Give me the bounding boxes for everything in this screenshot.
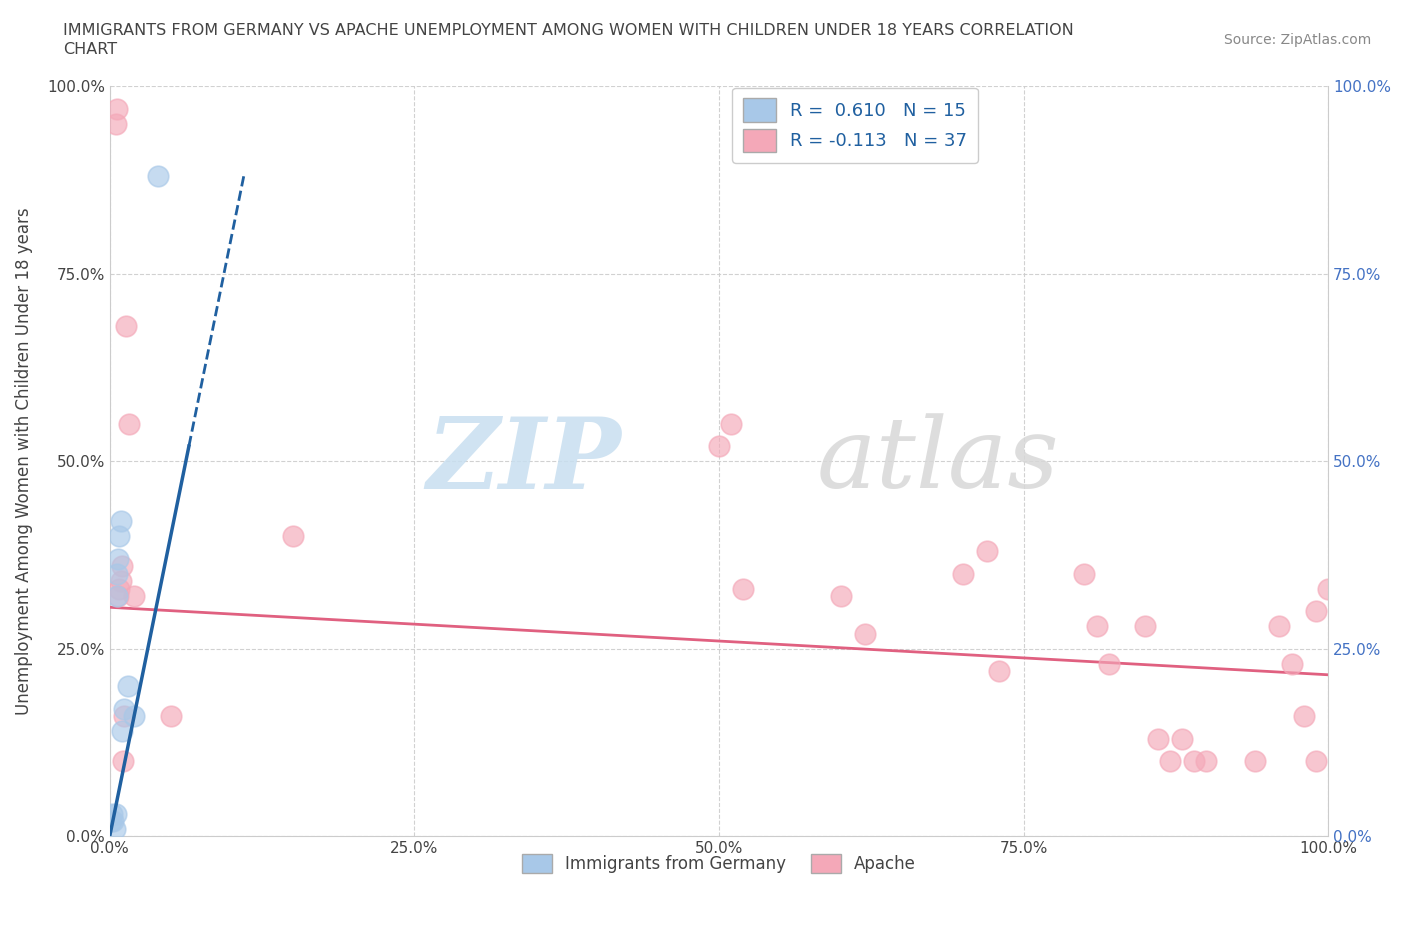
Point [1268, 618, 1291, 633]
Point [1317, 581, 1340, 596]
Point [952, 566, 974, 581]
Text: ZIP: ZIP [426, 413, 621, 510]
Point [105, 589, 128, 604]
Legend: Immigrants from Germany, Apache: Immigrants from Germany, Apache [515, 847, 922, 880]
Point [112, 709, 135, 724]
Y-axis label: Unemployment Among Women with Children Under 18 years: Unemployment Among Women with Children U… [15, 207, 32, 715]
Text: IMMIGRANTS FROM GERMANY VS APACHE UNEMPLOYMENT AMONG WOMEN WITH CHILDREN UNDER 1: IMMIGRANTS FROM GERMANY VS APACHE UNEMPL… [63, 23, 1074, 38]
Point [104, 821, 127, 836]
Point [1073, 566, 1095, 581]
Point [707, 439, 730, 454]
Point [733, 581, 755, 596]
Point [122, 709, 145, 724]
Point [111, 724, 134, 738]
Point [1135, 618, 1157, 633]
Point [1244, 753, 1267, 768]
Point [110, 574, 132, 589]
Point [108, 528, 131, 543]
Point [105, 101, 128, 116]
Point [1281, 656, 1303, 671]
Point [110, 513, 132, 528]
Point [1146, 731, 1168, 746]
Point [112, 701, 135, 716]
Point [111, 559, 134, 574]
Point [148, 168, 170, 183]
Point [853, 626, 876, 641]
Point [117, 679, 139, 694]
Point [100, 814, 122, 829]
Text: atlas: atlas [817, 414, 1059, 509]
Point [720, 416, 742, 431]
Point [159, 709, 181, 724]
Point [1305, 753, 1327, 768]
Point [1195, 753, 1218, 768]
Point [976, 544, 998, 559]
Point [107, 589, 129, 604]
Point [1171, 731, 1194, 746]
Point [1305, 604, 1327, 618]
Point [112, 753, 135, 768]
Point [1292, 709, 1315, 724]
Point [104, 116, 127, 131]
Point [107, 551, 129, 566]
Point [114, 319, 136, 334]
Point [103, 814, 125, 829]
Point [830, 589, 852, 604]
Point [105, 566, 128, 581]
Point [118, 416, 141, 431]
Point [122, 589, 145, 604]
Point [1159, 753, 1181, 768]
Point [108, 581, 131, 596]
Text: CHART: CHART [63, 42, 117, 57]
Point [281, 528, 304, 543]
Point [988, 664, 1011, 679]
Point [104, 806, 127, 821]
Point [1098, 656, 1121, 671]
Text: Source: ZipAtlas.com: Source: ZipAtlas.com [1223, 33, 1371, 46]
Point [101, 806, 124, 821]
Point [1085, 618, 1108, 633]
Point [1182, 753, 1205, 768]
